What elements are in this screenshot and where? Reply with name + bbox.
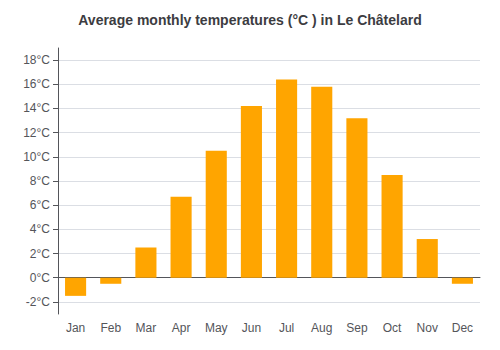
svg-text:Aug: Aug	[311, 321, 332, 335]
svg-text:6°C: 6°C	[30, 198, 50, 212]
svg-text:Sep: Sep	[346, 321, 368, 335]
svg-text:May: May	[205, 321, 228, 335]
svg-text:Dec: Dec	[452, 321, 473, 335]
svg-text:Average monthly temperatures (: Average monthly temperatures (°C ) in Le…	[78, 12, 422, 28]
svg-text:Jan: Jan	[66, 321, 85, 335]
svg-text:Apr: Apr	[172, 321, 191, 335]
svg-text:12°C: 12°C	[23, 126, 50, 140]
svg-text:14°C: 14°C	[23, 101, 50, 115]
svg-text:Mar: Mar	[136, 321, 157, 335]
svg-text:0°C: 0°C	[30, 271, 50, 285]
svg-text:Feb: Feb	[100, 321, 121, 335]
svg-text:18°C: 18°C	[23, 53, 50, 67]
svg-text:Jul: Jul	[279, 321, 294, 335]
svg-text:Nov: Nov	[417, 321, 438, 335]
svg-text:16°C: 16°C	[23, 77, 50, 91]
svg-text:8°C: 8°C	[30, 174, 50, 188]
svg-text:Oct: Oct	[383, 321, 402, 335]
svg-text:Jun: Jun	[242, 321, 261, 335]
svg-text:2°C: 2°C	[30, 247, 50, 261]
svg-text:-2°C: -2°C	[26, 295, 50, 309]
svg-text:10°C: 10°C	[23, 150, 50, 164]
svg-text:4°C: 4°C	[30, 222, 50, 236]
